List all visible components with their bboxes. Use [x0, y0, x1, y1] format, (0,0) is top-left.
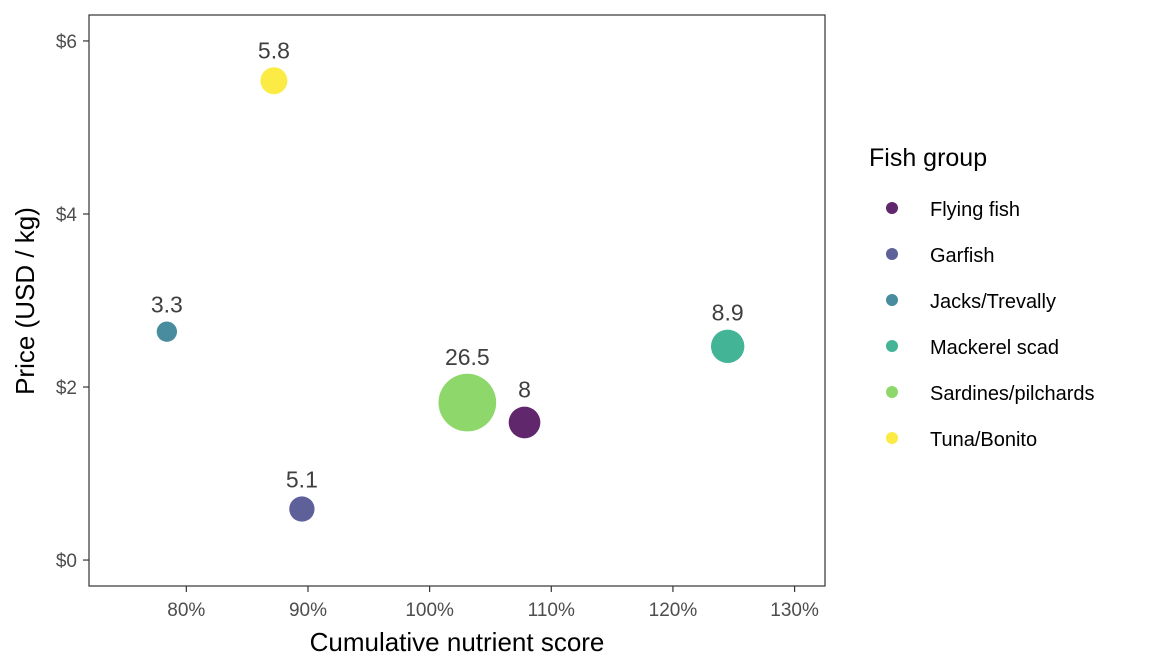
y-axis: $0 $2 $4 $6: [56, 32, 89, 572]
legend-key: [886, 340, 898, 352]
legend-item-label: Mackerel scad: [930, 337, 1059, 359]
data-label: 3.3: [151, 291, 183, 317]
x-tick-label: 90%: [289, 600, 327, 621]
data-labels: 8 5.1 3.3 8.9 26.5 5.8: [151, 37, 744, 492]
legend-item-label: Tuna/Bonito: [930, 429, 1037, 451]
y-tick-label: $0: [56, 551, 77, 572]
data-point: [260, 67, 288, 95]
data-point: [438, 373, 497, 432]
y-tick-label: $6: [56, 32, 77, 53]
x-axis: 80% 90% 100% 110% 120% 130%: [167, 586, 819, 621]
legend-item-label: Garfish: [930, 245, 994, 267]
plot-panel: [88, 14, 826, 587]
data-point: [710, 329, 745, 364]
y-tick-label: $4: [56, 205, 78, 226]
legend-key: [886, 248, 898, 260]
x-tick-label: 120%: [649, 600, 698, 621]
data-point: [508, 406, 541, 439]
legend-item-label: Sardines/pilchards: [930, 383, 1095, 405]
legend-key: [886, 294, 898, 306]
legend-key: [886, 386, 898, 398]
x-tick-label: 130%: [770, 600, 819, 621]
x-tick-label: 100%: [405, 600, 454, 621]
legend-key: [886, 202, 898, 214]
data-label: 8.9: [712, 300, 744, 326]
legend: Fish group Flying fish Garfish Jacks/Treva…: [869, 144, 1095, 451]
y-tick-label: $2: [56, 378, 77, 399]
legend-title: Fish group: [869, 144, 987, 172]
data-point: [156, 321, 178, 342]
x-tick-label: 80%: [167, 600, 205, 621]
plot-panel-border: [88, 14, 826, 587]
legend-item-label: Flying fish: [930, 199, 1020, 221]
data-label: 26.5: [445, 344, 490, 370]
x-axis-title: Cumulative nutrient score: [310, 627, 605, 657]
y-axis-title: Price (USD / kg): [10, 207, 40, 395]
legend-key: [886, 432, 898, 444]
x-tick-label: 110%: [528, 600, 575, 621]
data-label: 5.1: [286, 466, 318, 492]
legend-item-label: Jacks/Trevally: [930, 291, 1056, 313]
data-label: 5.8: [258, 37, 290, 63]
data-points: [156, 67, 745, 522]
data-point: [289, 496, 315, 522]
data-label: 8: [518, 377, 531, 403]
